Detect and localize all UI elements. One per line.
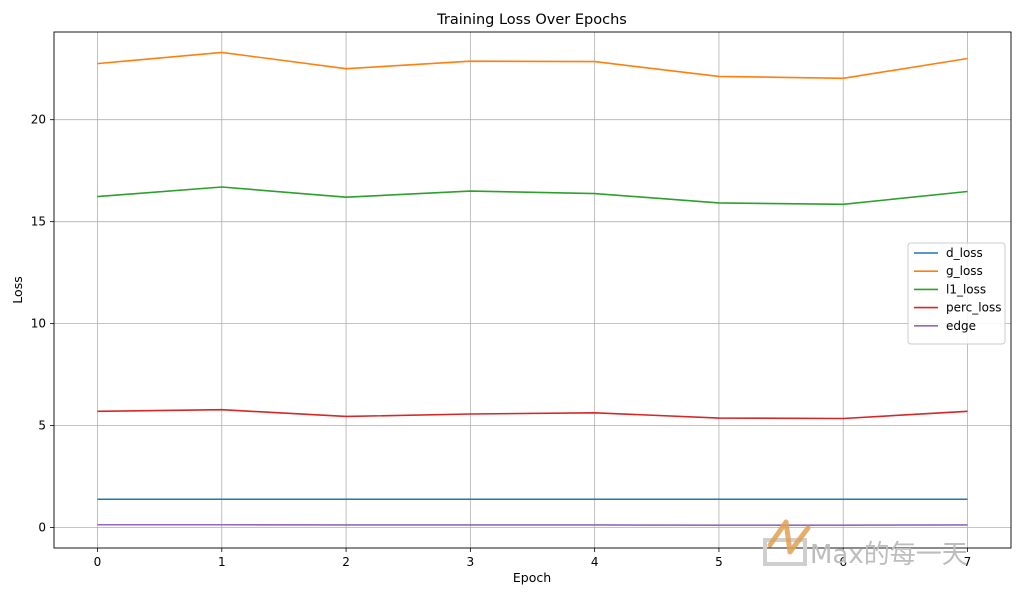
series-line-l1-loss	[97, 186, 968, 206]
y-tick-label: 0	[38, 521, 46, 535]
legend-entry: perc_loss	[946, 301, 1001, 315]
legend-entry: edge	[946, 319, 976, 333]
watermark: Max的每一天	[763, 519, 968, 570]
x-tick-label: 4	[591, 555, 599, 569]
legend-entry: l1_loss	[946, 282, 986, 296]
y-tick-label: 10	[31, 317, 46, 331]
y-tick-label: 5	[38, 419, 46, 433]
legend-entry: g_loss	[946, 264, 983, 278]
legend-entry: d_loss	[946, 246, 983, 260]
series-line-perc-loss	[97, 408, 968, 420]
x-tick-label: 3	[467, 555, 475, 569]
y-ticks: 0 5 10 15 20	[31, 113, 54, 535]
chart-title: Training Loss Over Epochs	[436, 12, 627, 28]
x-axis-label: Epoch	[513, 570, 551, 585]
y-tick-label: 15	[31, 215, 46, 229]
x-tick-label: 6	[839, 555, 847, 569]
y-axis-label: Loss	[10, 276, 25, 303]
y-tick-label: 20	[31, 113, 46, 127]
series-line-g-loss	[97, 51, 968, 80]
series-lines	[97, 51, 968, 526]
x-ticks: 0 1 2 3 4 5 6 7	[94, 548, 972, 569]
x-tick-label: 0	[94, 555, 102, 569]
watermark-text: Max的每一天	[810, 540, 968, 570]
grid	[54, 32, 1011, 548]
x-tick-label: 2	[342, 555, 350, 569]
watermark-logo-box	[763, 538, 807, 566]
legend-box	[907, 242, 1006, 345]
x-tick-label: 1	[218, 555, 226, 569]
x-tick-label: 7	[964, 555, 972, 569]
x-tick-label: 5	[715, 555, 723, 569]
watermark-logo-m-icon	[767, 519, 811, 555]
plot-frame	[53, 31, 1012, 549]
